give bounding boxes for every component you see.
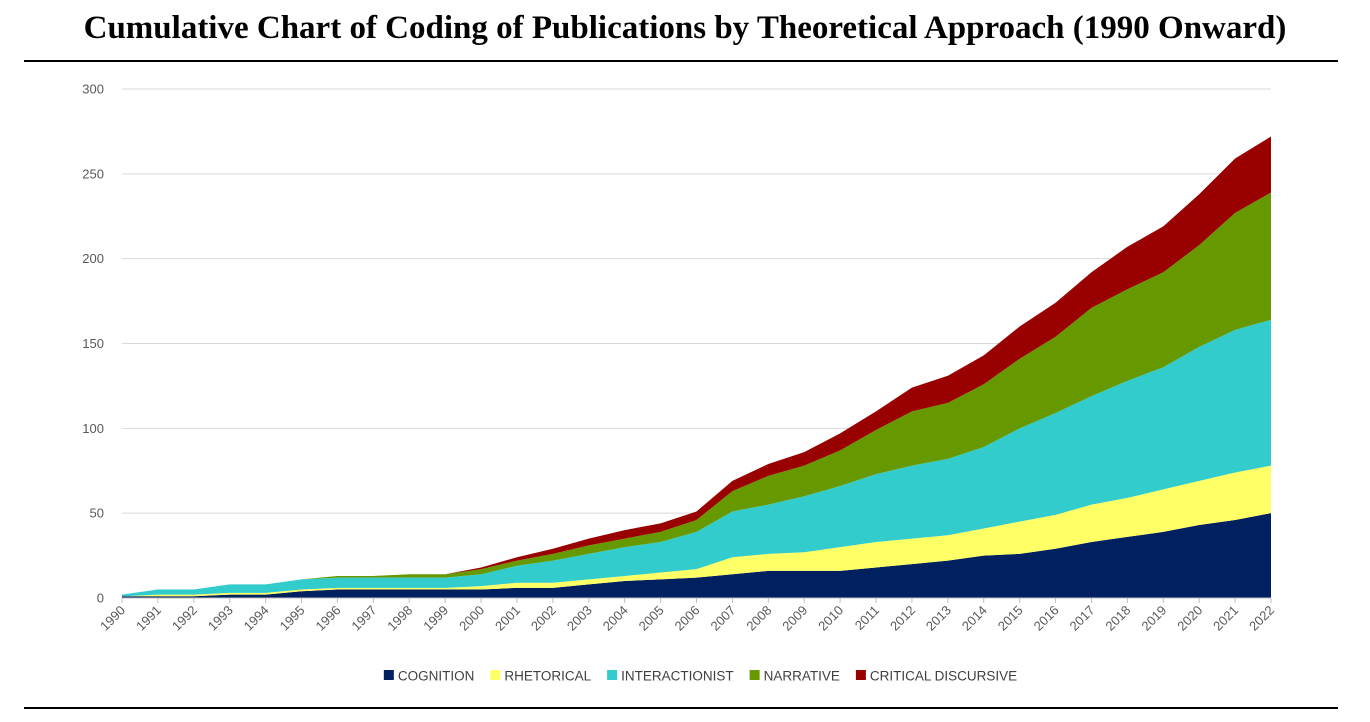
- x-tick-label: 2017: [1067, 603, 1098, 634]
- legend-item-interactionist: INTERACTIONIST: [607, 669, 734, 684]
- bottom-rule: [24, 707, 1338, 709]
- x-tick-label: 2021: [1210, 603, 1241, 634]
- x-tick-label: 2010: [815, 603, 846, 634]
- legend-swatch: [749, 670, 760, 680]
- x-tick-label: 2008: [743, 603, 774, 634]
- x-tick-label: 1991: [133, 603, 164, 634]
- x-tick-label: 1994: [241, 603, 272, 634]
- x-tick-label: 2020: [1174, 603, 1205, 634]
- legend-swatch: [383, 670, 394, 680]
- y-tick-label: 150: [82, 336, 104, 351]
- x-tick-label: 1995: [277, 603, 308, 634]
- x-tick-label: 2006: [672, 603, 703, 634]
- legend-swatch: [607, 670, 618, 680]
- x-tick-label: 1992: [169, 603, 200, 634]
- x-tick-label: 1997: [348, 603, 379, 634]
- legend-label: CRITICAL DISCURSIVE: [870, 669, 1017, 684]
- x-tick-label: 1998: [384, 603, 415, 634]
- x-tick-label: 2007: [707, 603, 738, 634]
- series-areas: [122, 136, 1271, 598]
- x-tick-label: 2012: [887, 603, 918, 634]
- area-rhetorical: [122, 465, 1271, 597]
- legend-item-critical-discursive: CRITICAL DISCURSIVE: [855, 669, 1017, 684]
- x-tick-label: 2009: [779, 603, 810, 634]
- legend-label: NARRATIVE: [764, 669, 840, 684]
- y-tick-label: 250: [82, 166, 104, 181]
- x-tick-label: 1999: [420, 603, 451, 634]
- x-tick-label: 2019: [1138, 603, 1169, 634]
- area-interactionist: [122, 319, 1271, 597]
- y-tick-label: 200: [82, 251, 104, 266]
- area-cognition: [122, 513, 1271, 598]
- legend-item-narrative: NARRATIVE: [749, 669, 840, 684]
- x-tick-label: 2018: [1102, 603, 1133, 634]
- x-tick-label: 2002: [528, 603, 559, 634]
- x-tick-label: 2004: [600, 603, 631, 634]
- legend-label: COGNITION: [398, 669, 475, 684]
- top-rule: [24, 60, 1338, 62]
- legend: COGNITION RHETORICAL INTERACTIONIST NARRATI…: [383, 669, 1017, 684]
- y-tick-label: 300: [82, 82, 104, 97]
- legend-swatch: [855, 670, 866, 680]
- legend-label: INTERACTIONIST: [621, 669, 734, 684]
- x-tick-label: 2003: [564, 603, 595, 634]
- area-narrative: [122, 192, 1271, 595]
- x-tick-label: 2013: [923, 603, 954, 634]
- legend-label: RHETORICAL: [504, 669, 591, 684]
- y-tick-label: 100: [82, 421, 104, 436]
- legend-item-cognition: COGNITION: [383, 669, 475, 684]
- x-tick-label: 1993: [205, 603, 236, 634]
- x-tick-label: 2011: [852, 603, 882, 633]
- x-tick-label: 2000: [456, 603, 487, 634]
- x-tick-label: 2014: [959, 603, 990, 634]
- y-tick-label: 0: [97, 591, 104, 606]
- y-tick-label: 50: [90, 506, 104, 521]
- page-title: Cumulative Chart of Coding of Publicatio…: [83, 10, 1287, 46]
- x-tick-label: 2001: [492, 603, 523, 634]
- x-tick-label: 2016: [1031, 603, 1062, 634]
- x-tick-label: 1996: [313, 603, 344, 634]
- legend-swatch: [490, 670, 501, 680]
- x-tick-label: 2022: [1246, 603, 1277, 634]
- x-tick-label: 2015: [995, 603, 1026, 634]
- x-tick-label: 2005: [636, 603, 667, 634]
- x-tick-label: 1990: [97, 603, 128, 634]
- legend-item-rhetorical: RHETORICAL: [490, 669, 592, 684]
